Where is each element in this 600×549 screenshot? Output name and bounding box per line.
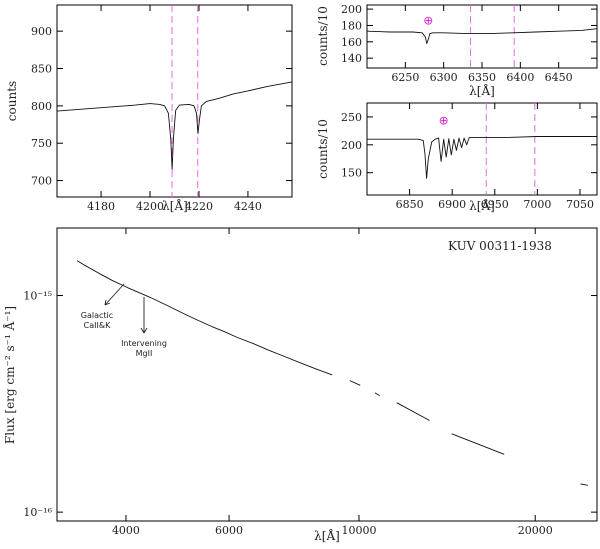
ytick-label: 180 (341, 19, 362, 32)
panel-cak-ticks: 4180 4200 4220 4240 700 750 800 850 900 (31, 5, 292, 213)
ytick-label: 10⁻¹⁵ (23, 290, 52, 303)
xtick-label: 7000 (523, 198, 551, 211)
telluric-earth-symbol: ⊕ (423, 14, 433, 28)
panel-telluric-b-frame (366, 4, 598, 69)
panel-cak-spectrum-line (56, 81, 293, 170)
ytick-label: 140 (341, 52, 362, 65)
sed-segment (580, 483, 588, 486)
xtick-label: 6450 (545, 71, 573, 84)
xtick-label: 20000 (518, 524, 553, 537)
ytick-label: 160 (341, 36, 362, 49)
ytick-label: 200 (341, 3, 362, 16)
telluric-earth-symbol: ⊕ (439, 113, 449, 127)
panel-cak-ylabel: counts (5, 81, 19, 121)
ytick-label: 200 (341, 139, 362, 152)
panel-telluric-b-spectrum-line (366, 28, 598, 44)
xtick-label: 6300 (430, 71, 458, 84)
xtick-label: 6950 (481, 198, 509, 211)
panel-telluric-b: 6250 6300 6350 6400 6450 140 160 180 200 λ[Å] co… (316, 3, 598, 98)
sed-segment (396, 402, 430, 421)
panel-main-spectrum-segments (76, 260, 588, 486)
annotation-mgii-label: MgII (136, 349, 153, 358)
annotation-galactic-label: Galactic (81, 311, 113, 320)
xtick-label: 4220 (185, 200, 213, 213)
panel-telluric-b-xlabel: λ[Å] (469, 83, 495, 98)
ytick-label: 150 (341, 167, 362, 180)
xtick-label: 4000 (112, 524, 140, 537)
panel-main: 4000 6000 10000 20000 10⁻¹⁵ 10⁻¹⁶ KUV 00311-1… (2, 227, 598, 543)
sed-segment (76, 260, 333, 376)
ytick-label: 850 (31, 63, 52, 76)
panel-main-ticks: 4000 6000 10000 20000 10⁻¹⁵ 10⁻¹⁶ (23, 228, 597, 537)
annotation-mgii-arrowhead (140, 327, 148, 334)
ytick-label: 700 (31, 175, 52, 188)
panel-cak-frame (56, 4, 293, 198)
annotation-intervening-mgii: Intervening MgII (121, 297, 167, 358)
panel-telluric-a-ticks: 6850 6900 6950 7000 7050 150 200 250 (341, 103, 597, 211)
panel-cak-markers (171, 5, 199, 197)
ytick-label: 750 (31, 137, 52, 150)
xtick-label: 4240 (234, 200, 262, 213)
panel-main-xlabel: λ[Å] (314, 528, 340, 543)
xtick-label: 10000 (341, 524, 376, 537)
panel-telluric-a-markers (485, 103, 536, 195)
xtick-label: 4200 (136, 200, 164, 213)
panel-main-ylabel: Flux [erg cm⁻² s⁻¹ Å⁻¹] (2, 306, 17, 444)
annotation-galactic-caii-arrow (104, 283, 125, 306)
panel-main-frame (56, 227, 598, 522)
panel-telluric-a-frame (366, 102, 598, 196)
xtick-label: 4180 (87, 200, 115, 213)
annotation-intervening-label: Intervening (121, 339, 167, 348)
ytick-label: 800 (31, 100, 52, 113)
xtick-label: 7050 (566, 198, 594, 211)
panel-telluric-b-ticks: 6250 6300 6350 6400 6450 140 160 180 200 (341, 3, 597, 84)
panel-telluric-a-xlabel: λ[Å] (469, 198, 495, 213)
ytick-label: 250 (341, 111, 362, 124)
panel-telluric-b-markers (470, 5, 515, 68)
xtick-label: 6900 (438, 198, 466, 211)
annotation-galactic-caii: Galactic CaII&K (81, 283, 125, 330)
annotation-galactic-caii-arrowhead (104, 299, 111, 306)
ytick-label: 10⁻¹⁶ (23, 506, 52, 519)
panel-main-title: KUV 00311-1938 (448, 239, 552, 253)
sed-segment (451, 433, 505, 455)
xtick-label: 6850 (396, 198, 424, 211)
sed-segment (349, 380, 361, 386)
panel-telluric-a-ylabel: counts/10 (316, 119, 330, 179)
panel-cak: 4180 4200 4220 4240 700 750 800 850 900 λ[Å] cou… (5, 4, 293, 213)
panel-telluric-a: 6850 6900 6950 7000 7050 150 200 250 λ[Å] count… (316, 102, 598, 213)
panel-cak-xlabel: λ[Å] (162, 198, 188, 213)
panel-telluric-b-ylabel: counts/10 (316, 6, 330, 66)
xtick-label: 6000 (215, 524, 243, 537)
panel-telluric-a-spectrum-line (367, 136, 597, 179)
xtick-label: 6350 (468, 71, 496, 84)
ytick-label: 900 (31, 25, 52, 38)
xtick-label: 6250 (391, 71, 419, 84)
xtick-label: 6400 (506, 71, 534, 84)
sed-segment (374, 392, 380, 396)
annotation-caii-label: CaII&K (84, 321, 111, 330)
